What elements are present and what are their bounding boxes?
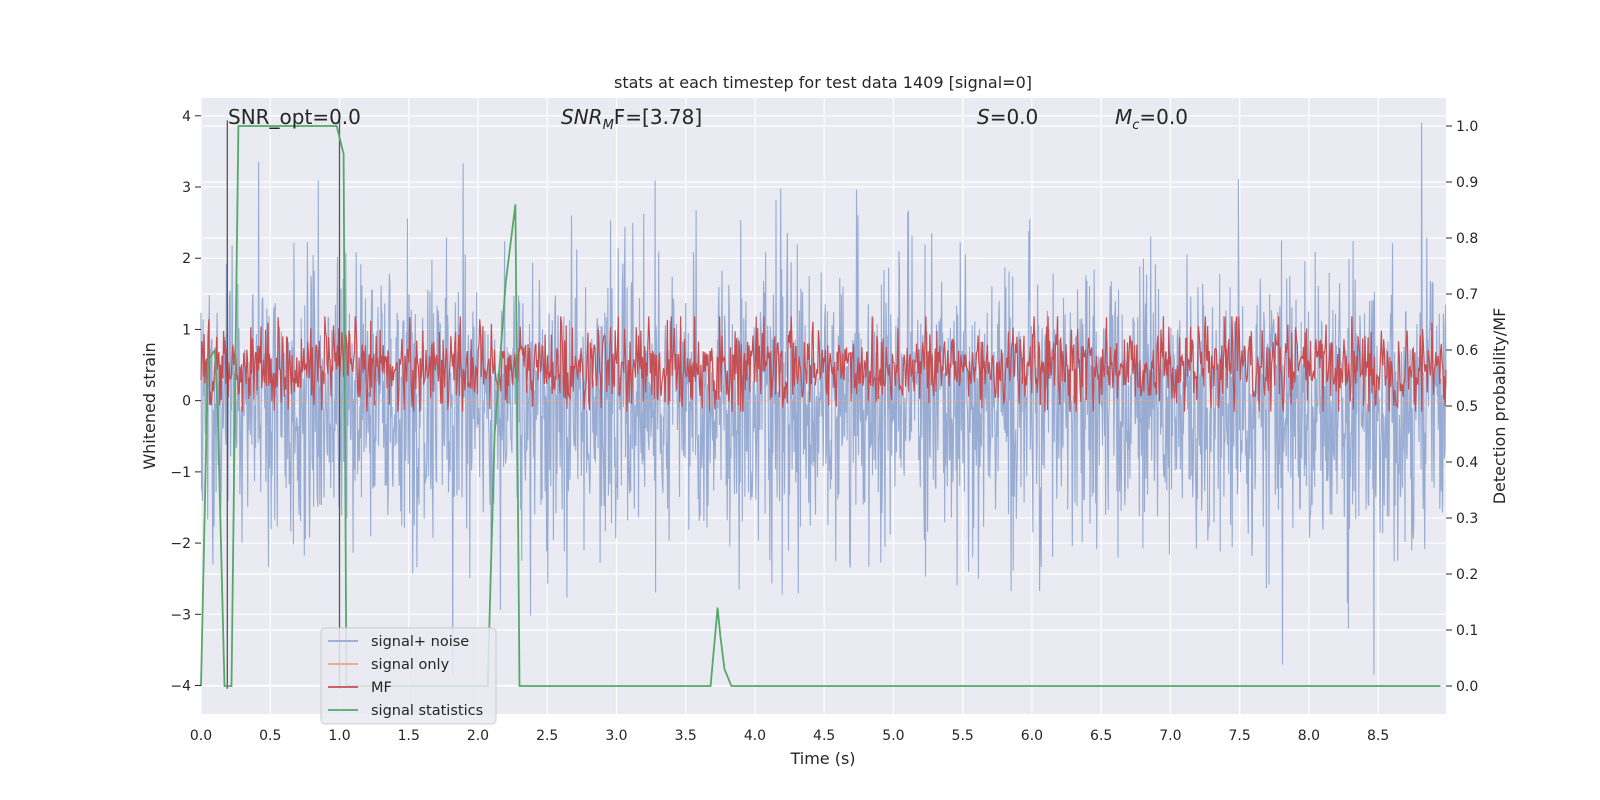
x-tick-label: 3.5 [675, 728, 697, 744]
x-tick-label: 2.5 [536, 728, 558, 744]
signal-noise-series [200, 122, 1447, 675]
left-y-axis-label: Whitened strain [140, 342, 159, 469]
x-tick-label: 5.5 [952, 728, 974, 744]
x-tick-label: 0.0 [190, 728, 212, 744]
left-y-tick-label: −2 [170, 536, 191, 552]
right-y-tick-label: 0.8 [1456, 231, 1478, 247]
x-tick-label: 8.0 [1298, 728, 1320, 744]
left-y-tick-label: −3 [170, 607, 191, 623]
x-tick-label: 2.0 [467, 728, 489, 744]
right-y-axis-ticks: 0.0 0.1 0.2 0.3 0.4 0.5 0.6 0.7 0.8 0.9 1.0 [1446, 119, 1478, 695]
right-y-tick-label: 1.0 [1456, 119, 1478, 135]
x-tick-label: 0.5 [259, 728, 281, 744]
legend-label-signal-noise: signal+ noise [371, 634, 469, 650]
vertical-markers [226, 120, 341, 689]
left-y-tick-label: 3 [182, 180, 191, 196]
x-tick-label: 4.0 [744, 728, 766, 744]
x-tick-label: 7.5 [1229, 728, 1251, 744]
left-y-tick-label: −1 [170, 465, 191, 481]
right-y-tick-label: 0.6 [1456, 343, 1478, 359]
left-y-tick-label: 4 [182, 109, 191, 125]
legend-label-signal-statistics: signal statistics [371, 703, 483, 719]
x-tick-label: 4.5 [813, 728, 835, 744]
chart-title: stats at each timestep for test data 140… [614, 73, 1032, 92]
mf-series [200, 316, 1447, 412]
mc-annotation: Mc=0.0 [1115, 105, 1188, 133]
right-y-tick-label: 0.1 [1456, 623, 1478, 639]
right-y-tick-label: 0.3 [1456, 511, 1478, 527]
x-tick-label: 8.5 [1367, 728, 1389, 744]
left-y-tick-label: −4 [170, 679, 191, 695]
right-y-tick-label: 0.4 [1456, 455, 1478, 471]
left-y-axis-ticks: −4 −3 −2 −1 0 1 2 3 4 [170, 109, 201, 695]
legend-label-signal-only: signal only [371, 657, 450, 673]
x-tick-label: 5.0 [882, 728, 904, 744]
x-axis-ticks: 0.0 0.5 1.0 1.5 2.0 2.5 3.0 3.5 4.0 4.5 5.0 5.5 6.0 6… [190, 728, 1389, 744]
legend-box [320, 627, 497, 725]
right-y-tick-label: 0.0 [1456, 679, 1478, 695]
right-y-tick-label: 0.2 [1456, 567, 1478, 583]
s-annotation: S=0.0 [977, 105, 1038, 129]
x-tick-label: 6.0 [1021, 728, 1043, 744]
right-y-tick-label: 0.5 [1456, 399, 1478, 415]
left-y-tick-label: 0 [182, 394, 191, 410]
x-axis-label: Time (s) [789, 749, 855, 768]
snr-mf-annotation: SNRMF=[3.78] [561, 105, 702, 133]
x-tick-label: 7.0 [1159, 728, 1181, 744]
mf-line [200, 316, 1447, 412]
x-tick-label: 6.5 [1090, 728, 1112, 744]
snr-opt-annotation: SNR_opt=0.0 [228, 105, 361, 129]
left-y-tick-label: 2 [182, 251, 191, 267]
right-y-axis-label: Detection probability/MF [1490, 308, 1509, 505]
signal-noise-line [200, 122, 1447, 675]
legend: signal+ noise signal only MF signal stat… [320, 627, 497, 725]
left-y-tick-label: 1 [182, 322, 191, 338]
x-tick-label: 1.5 [398, 728, 420, 744]
right-y-tick-label: 0.9 [1456, 175, 1478, 191]
legend-label-mf: MF [371, 680, 392, 696]
x-tick-label: 1.0 [328, 728, 350, 744]
right-y-tick-label: 0.7 [1456, 287, 1478, 303]
x-tick-label: 3.0 [605, 728, 627, 744]
